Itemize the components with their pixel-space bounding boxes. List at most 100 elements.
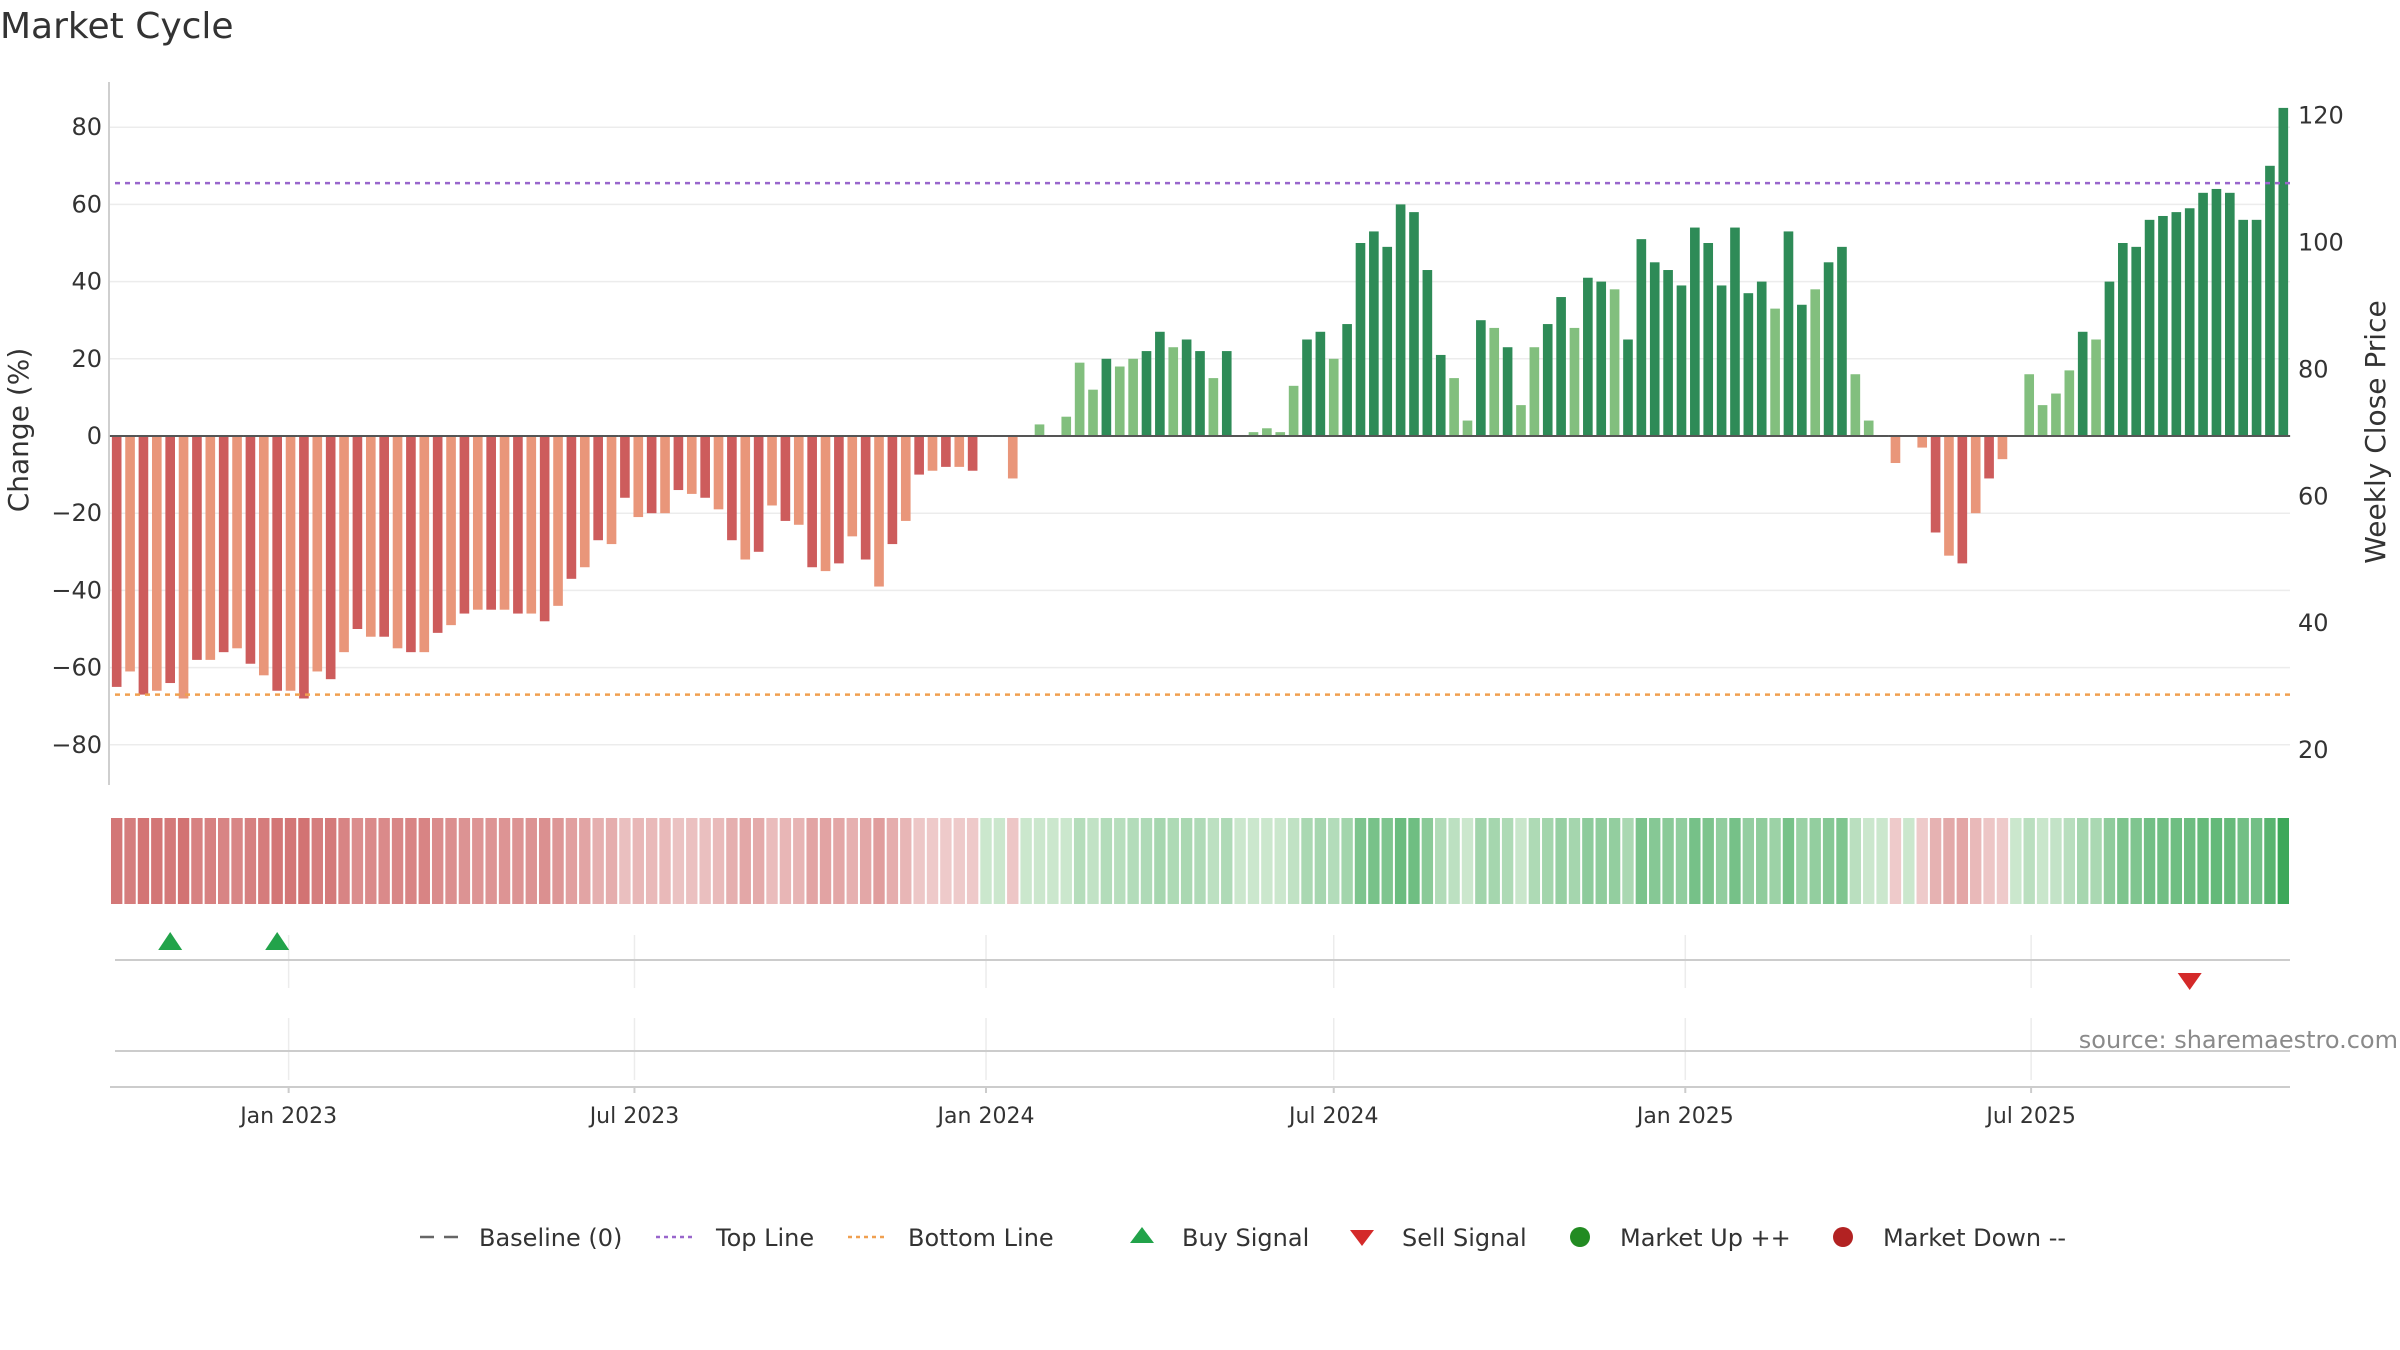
heat-cell — [1435, 818, 1447, 904]
heat-cell — [1515, 818, 1527, 904]
chart-title: Market Cycle — [0, 6, 234, 47]
heat-cell — [1421, 818, 1434, 904]
heat-cell — [472, 818, 484, 904]
heat-cell — [1769, 818, 1781, 904]
heat-cell — [1796, 818, 1808, 904]
change-bar — [1850, 374, 1861, 436]
heat-cell — [1742, 818, 1755, 904]
change-bar — [900, 436, 911, 521]
heat-cell — [726, 818, 738, 904]
change-bar — [767, 436, 777, 506]
heat-cell — [1916, 818, 1928, 904]
heat-cell — [1555, 818, 1567, 904]
heat-cell — [365, 818, 377, 904]
change-bar — [1342, 324, 1352, 436]
heat-cell — [1809, 818, 1821, 904]
change-bar — [1034, 424, 1045, 436]
heat-cell — [913, 818, 925, 904]
x-tick-label: Jan 2024 — [936, 1104, 1035, 1129]
change-bar — [673, 436, 684, 491]
heat-cell — [1542, 818, 1554, 904]
heat-cell — [1582, 818, 1594, 904]
change-bar — [205, 436, 216, 660]
heat-cell — [1354, 818, 1367, 904]
change-bar — [2144, 219, 2155, 436]
heat-cell — [1822, 818, 1835, 904]
change-bar — [566, 436, 577, 579]
heat-cell — [1274, 818, 1286, 904]
heat-cell — [859, 818, 872, 904]
change-bar — [2238, 219, 2249, 436]
change-bar — [927, 436, 938, 471]
change-bar — [1382, 246, 1393, 436]
change-bar — [713, 436, 724, 510]
heat-cell — [1368, 818, 1380, 904]
change-bar — [1168, 347, 1179, 436]
change-bar — [339, 436, 349, 653]
change-bar — [192, 436, 202, 660]
change-bar — [1743, 293, 1754, 436]
heat-cell — [2250, 818, 2263, 904]
change-bar — [1155, 331, 1165, 436]
heat-cell — [191, 818, 203, 904]
change-bar — [218, 436, 229, 653]
change-bar — [593, 436, 603, 541]
change-bar — [379, 436, 389, 637]
change-bar — [245, 436, 256, 664]
heat-cell — [2036, 818, 2049, 904]
change-bar — [834, 436, 844, 564]
change-bar — [1328, 358, 1339, 436]
change-bar — [1890, 436, 1901, 464]
heat-cell — [2237, 818, 2249, 904]
heat-cell — [204, 818, 216, 904]
y-axis-ticks: 80 60 40 20 0 −20 −40 −60 −80 — [51, 113, 102, 759]
change-bar — [2265, 165, 2275, 437]
heat-cell — [2264, 818, 2276, 904]
change-bar — [352, 436, 363, 629]
heat-cell — [1475, 818, 1487, 904]
heat-cell — [940, 818, 952, 904]
change-bar — [1248, 432, 1259, 436]
heat-cell — [1956, 818, 1969, 904]
x-tick-label: Jul 2023 — [588, 1104, 680, 1129]
heat-cell — [766, 818, 778, 904]
heat-cell — [846, 818, 858, 904]
change-bar — [780, 436, 791, 521]
change-bar — [1609, 289, 1620, 436]
heat-cell — [592, 818, 604, 904]
heat-cell — [605, 818, 618, 904]
heat-cell — [405, 818, 417, 904]
change-bar — [1730, 227, 1740, 436]
change-bar — [1128, 358, 1138, 436]
heat-cell — [1140, 818, 1153, 904]
heat-cell — [1167, 818, 1179, 904]
heat-cell — [1247, 818, 1260, 904]
legend-label: Baseline (0) — [479, 1224, 622, 1252]
heat-cell — [1461, 818, 1474, 904]
heat-cell — [779, 818, 792, 904]
heat-cell — [2277, 818, 2289, 904]
heat-cell — [2210, 818, 2223, 904]
change-bar — [1114, 366, 1125, 436]
heat-cell — [231, 818, 243, 904]
change-bar — [847, 436, 858, 537]
heat-cell — [686, 818, 698, 904]
change-bar — [2158, 215, 2168, 436]
heat-cell — [2157, 818, 2169, 904]
change-bar — [1676, 285, 1687, 436]
change-bar — [941, 436, 951, 467]
heat-cell — [244, 818, 257, 904]
heat-cell — [1381, 818, 1393, 904]
heat-cell — [1903, 818, 1915, 904]
change-bar — [2051, 393, 2061, 436]
change-bar — [860, 436, 871, 560]
heat-cell — [2184, 818, 2196, 904]
heat-cell — [2050, 818, 2062, 904]
heat-cell — [873, 818, 885, 904]
heat-cell — [699, 818, 711, 904]
heat-cell — [1100, 818, 1113, 904]
change-bar — [2198, 192, 2208, 436]
heat-cell — [431, 818, 444, 904]
change-bar — [2278, 107, 2289, 437]
